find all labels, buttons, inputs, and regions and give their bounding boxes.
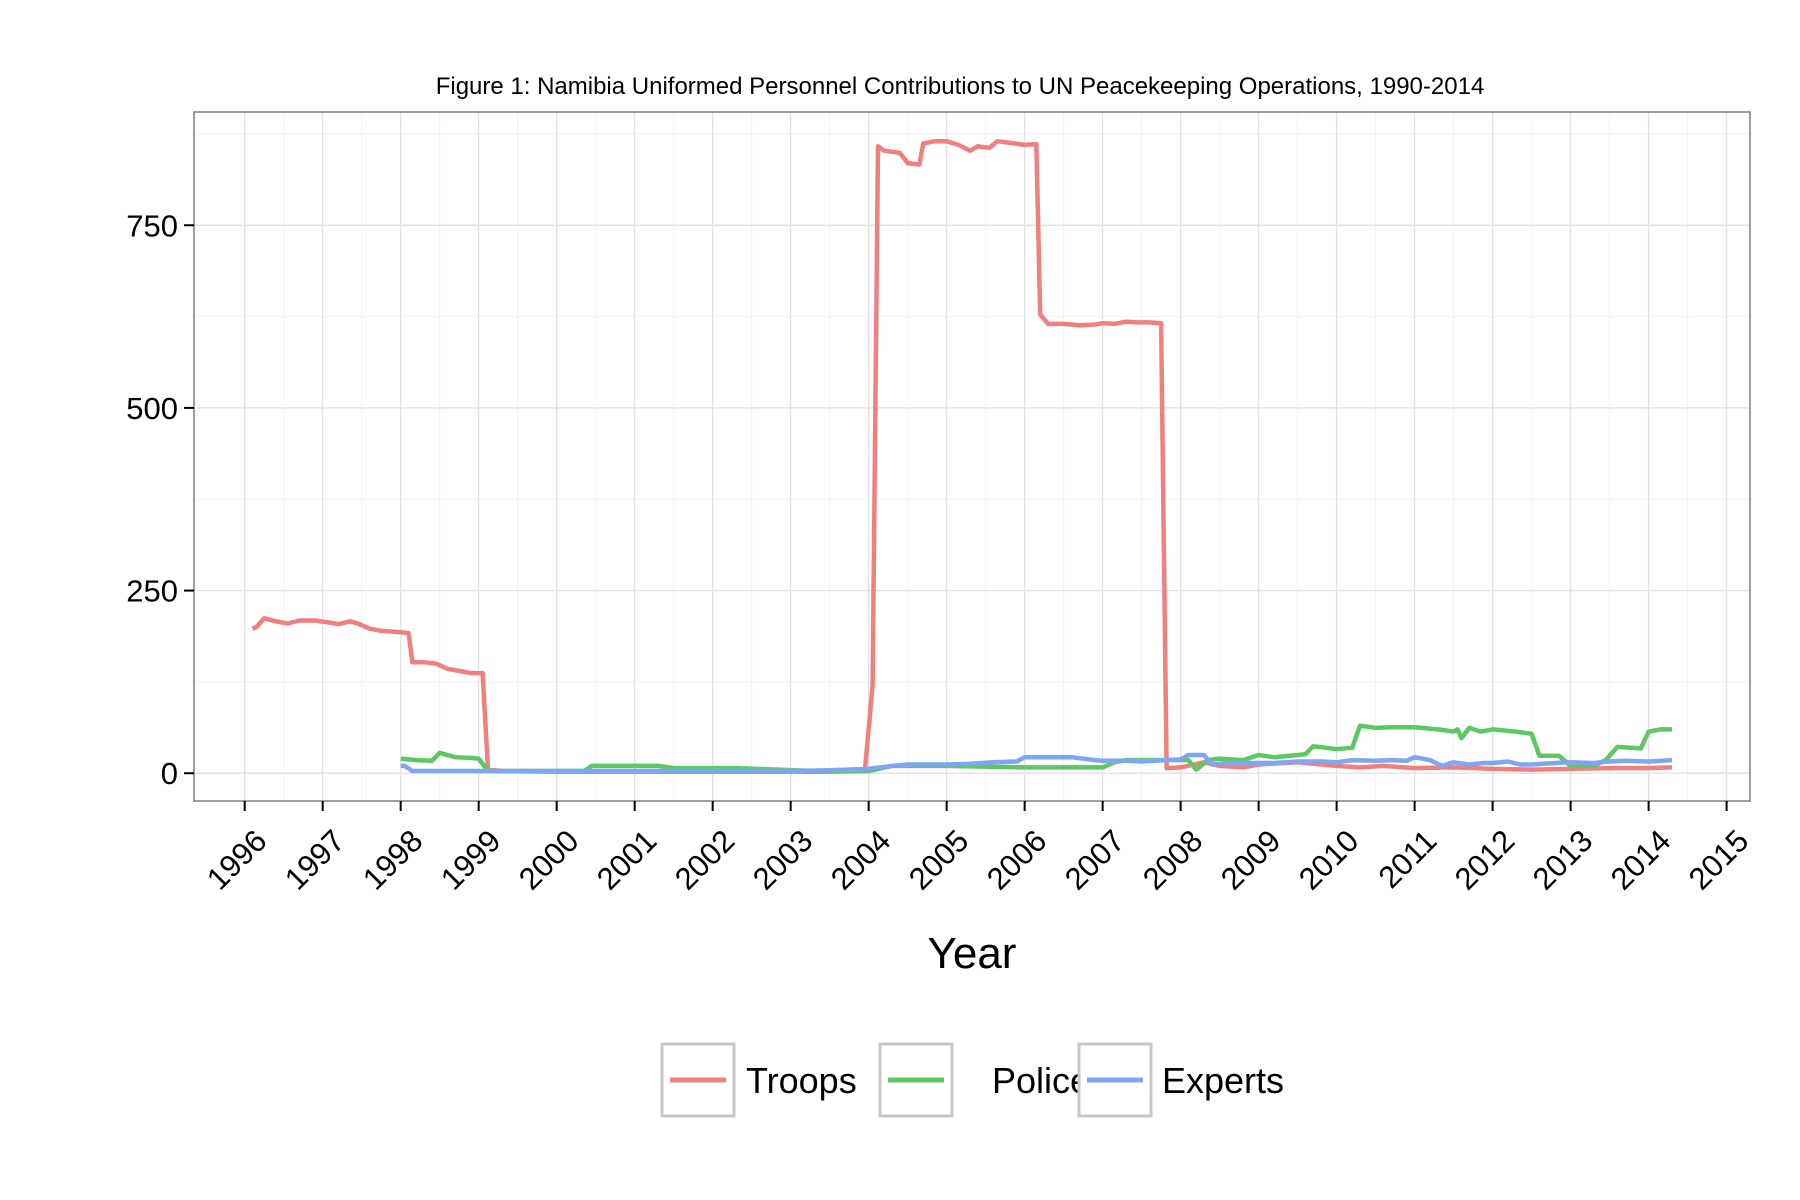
x-tick-label: 1998: [356, 823, 430, 897]
y-tick-label: 250: [126, 574, 178, 609]
y-tick-label: 0: [161, 756, 178, 791]
x-tick-label: 2011: [1372, 823, 1444, 895]
y-axis: 0 250 500 750: [126, 208, 194, 791]
plot-panel: [194, 112, 1750, 801]
x-tick-label: 2007: [1058, 823, 1132, 897]
x-tick-label: 2009: [1214, 823, 1288, 897]
x-tick-label: 2012: [1448, 823, 1522, 897]
x-tick-label: 2002: [668, 823, 742, 897]
x-axis-title: Year: [928, 929, 1017, 978]
x-tick-label: 1997: [278, 823, 352, 897]
x-tick-label: 2010: [1292, 823, 1366, 897]
x-tick-label: 2006: [980, 823, 1054, 897]
legend: Troops Police Experts: [660, 1042, 1284, 1118]
x-tick-label: 2004: [824, 823, 898, 897]
x-tick-label: 1996: [200, 823, 274, 897]
plot-panel-border: [193, 111, 1751, 802]
x-tick-label: 2003: [746, 823, 820, 897]
y-tick-label: 500: [126, 391, 178, 426]
x-tick-label: 2014: [1604, 823, 1678, 897]
y-tick-label: 750: [126, 208, 178, 243]
x-tick-label: 2013: [1526, 823, 1600, 897]
x-axis: 1996 1997 1998 1999 2000 2001 2002 2003 2004 2005…: [200, 801, 1755, 897]
x-tick-label: 2001: [590, 823, 664, 897]
major-gridlines: [194, 112, 1750, 801]
legend-label-police: Police: [992, 1060, 1090, 1101]
legend-label-experts: Experts: [1162, 1060, 1284, 1101]
series-line-experts: [400, 752, 1673, 774]
minor-gridlines: [194, 112, 1750, 801]
x-tick-label: 1999: [434, 823, 508, 897]
x-tick-label: 2008: [1136, 823, 1210, 897]
series-line-troops: [251, 138, 1673, 775]
legend-label-troops: Troops: [746, 1060, 857, 1101]
chart-title: Figure 1: Namibia Uniformed Personnel Co…: [436, 73, 1485, 100]
series-layer: [251, 138, 1673, 775]
x-tick-label: 2000: [512, 823, 586, 897]
x-tick-label: 2005: [902, 823, 976, 897]
x-tick-label: 2015: [1682, 823, 1756, 897]
